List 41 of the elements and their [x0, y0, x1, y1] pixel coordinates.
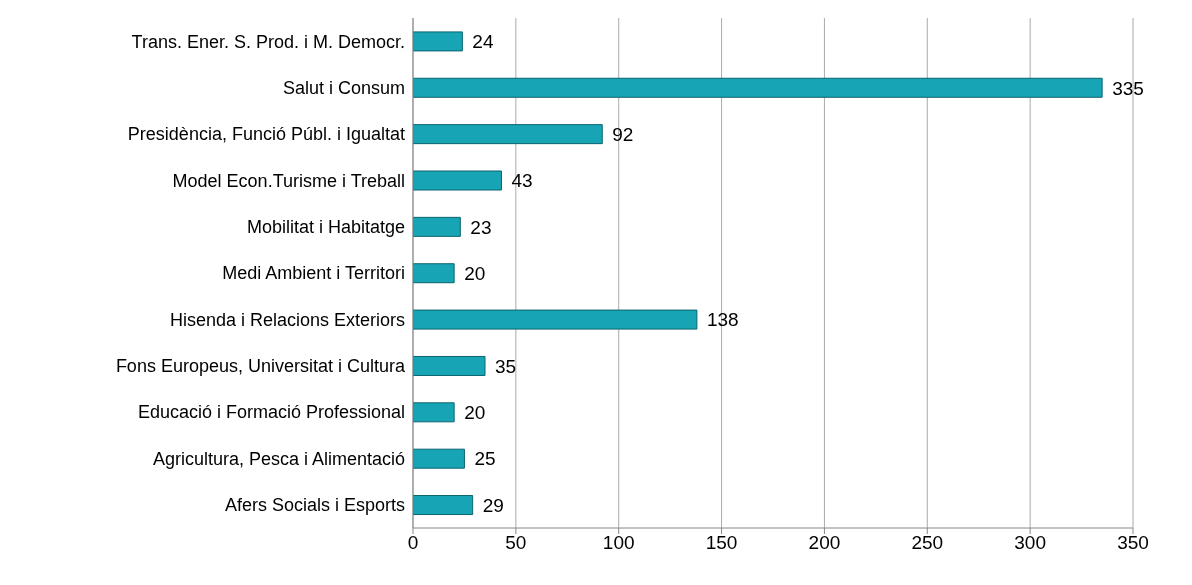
y-tick-label: Mobilitat i Habitatge	[246, 217, 405, 238]
data-label: 20	[464, 402, 486, 424]
bar	[413, 77, 1103, 98]
x-tick-label: 300	[1014, 532, 1046, 554]
bar	[413, 31, 463, 52]
y-tick-label: Afers Socials i Esports	[224, 495, 405, 516]
bar	[413, 263, 455, 284]
data-label: 92	[612, 123, 634, 145]
y-tick-label: Hisenda i Relacions Exteriors	[169, 309, 405, 330]
data-label: 20	[464, 262, 486, 284]
y-tick-label: Medi Ambient i Territori	[222, 263, 405, 284]
y-tick-label: Educació i Formació Professional	[137, 402, 405, 423]
bar	[413, 402, 455, 423]
bar	[413, 448, 465, 469]
x-tick-label: 200	[808, 532, 841, 554]
data-label: 23	[470, 216, 492, 238]
x-tick-label: 250	[911, 532, 944, 554]
y-tick-label: Model Econ.Turisme i Treball	[172, 170, 405, 191]
y-tick-label: Trans. Ener. S. Prod. i M. Democr.	[131, 31, 405, 52]
x-tick-label: 100	[602, 532, 635, 554]
bar	[413, 495, 474, 516]
data-label: 138	[706, 309, 739, 331]
bar	[413, 355, 486, 376]
x-tick-label: 150	[705, 532, 738, 554]
data-label: 24	[472, 31, 494, 53]
bar	[413, 309, 698, 330]
y-tick-label: Presidència, Funció Públ. i Igualtat	[127, 124, 405, 145]
bar	[413, 124, 603, 145]
data-label: 29	[482, 494, 504, 516]
y-tick-label: Fons Europeus, Universitat i Cultura	[115, 356, 406, 377]
y-tick-label: Salut i Consum	[282, 77, 405, 98]
data-label: 43	[511, 170, 533, 192]
y-tick-label: Agricultura, Pesca i Alimentació	[152, 448, 405, 469]
x-tick-label: 350	[1117, 532, 1149, 554]
x-tick-label: 0	[407, 532, 419, 554]
data-label: 25	[474, 448, 496, 470]
bar	[413, 216, 461, 237]
bar	[413, 170, 502, 191]
data-label: 335	[1112, 77, 1144, 99]
data-label: 35	[495, 355, 517, 377]
x-tick-label: 50	[505, 532, 527, 554]
